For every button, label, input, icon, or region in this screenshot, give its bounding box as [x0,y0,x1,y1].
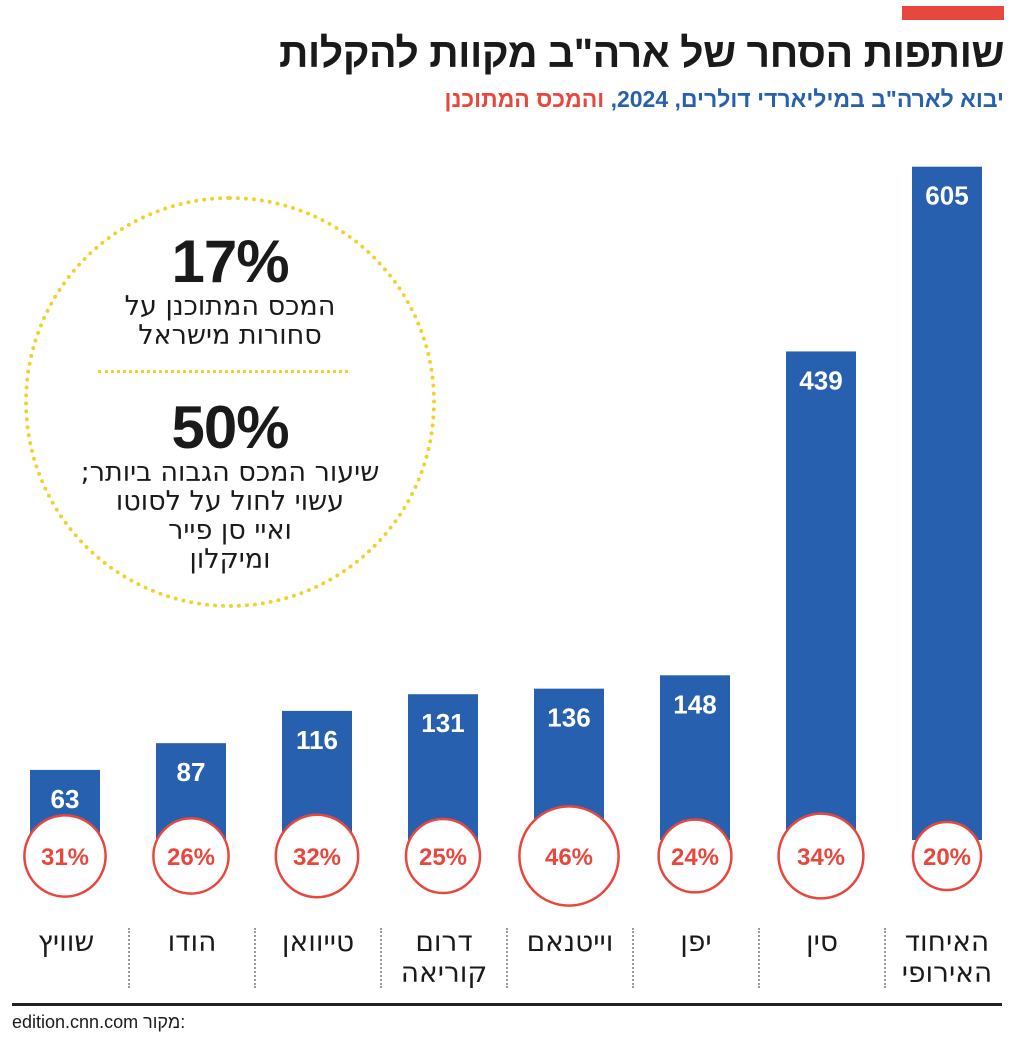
tariff-circle [404,817,482,895]
israel-tariff-label-line1: המכס המתוכנן על [124,291,336,322]
tariff-value-label: 31% [41,844,89,871]
column-separator [506,928,508,988]
bar [660,675,730,840]
bar-value-label: 148 [673,689,716,719]
category-label: שוויץ [37,925,95,958]
category-label: טייוואן [281,925,355,958]
max-tariff-label-line3: ואיי סן פייר [168,515,292,546]
tariff-circle [152,817,230,895]
tariff-circle [518,805,620,907]
column-separator [884,928,886,988]
tariff-value-label: 20% [923,844,971,871]
callout-divider [98,370,348,373]
tariff-value-label: 26% [167,844,215,871]
tariff-circle [777,812,865,900]
bar-value-label: 605 [925,181,968,211]
column-separator [254,928,256,988]
bar [408,694,478,840]
callout-ring [24,196,436,608]
tariff-value-label: 24% [671,844,719,871]
category-label: האיחוד האירופי [901,925,993,989]
chart-title: שותפות הסחר של ארה"ב מקוות להקלות [278,30,1005,76]
tariff-value-label: 46% [545,844,593,871]
column-separator [632,928,634,988]
category-label: יפן [680,925,712,958]
source-url: edition.cnn.com [12,1012,139,1032]
israel-tariff-label-line2: סחורות מישראל [138,320,322,351]
israel-tariff-value: 17% [171,228,289,295]
column-separator [128,928,130,988]
tariff-circle [23,814,107,898]
israel-tariff-callout: 17% המכס המתוכנן על סחורות מישראל [60,228,400,351]
bar-value-label: 131 [421,708,464,738]
tariff-value-label: 25% [419,844,467,871]
tariff-circle [657,818,733,894]
column-separator [380,928,382,988]
source-label: מקור: [143,1012,186,1032]
bottom-rule [12,1003,1002,1006]
tariff-circle [911,820,983,892]
tariff-value-label: 32% [293,844,341,871]
bar [786,351,856,840]
category-label: סין [805,925,839,958]
category-label: דרום קוריאה [400,925,488,989]
bar-value-label: 116 [296,725,338,755]
column-separator [758,928,760,988]
bar-value-label: 136 [547,703,590,733]
category-label: הודו [167,925,217,958]
max-tariff-callout: 50% שיעור המכס הגבוה ביותר; עשוי לחול על… [30,394,430,575]
max-tariff-value: 50% [171,394,289,461]
top-accent-bar [902,6,1004,20]
tariff-value-label: 34% [797,844,845,871]
source-line: edition.cnn.com מקור: [12,1012,185,1033]
bar-value-label: 63 [51,784,80,814]
max-tariff-label-line2: עשוי לחול על לסוטו [115,486,345,517]
bar [912,166,982,840]
bar-value-label: 439 [799,365,842,395]
max-tariff-label-line4: ומיקלון [189,544,271,575]
subtitle-tariff: והמכס המתוכנן [444,86,605,112]
chart-subtitle: יבוא לארה"ב במיליארדי דולרים, 2024, והמכ… [445,86,1004,113]
max-tariff-label-line1: שיעור המכס הגבוה ביותר; [80,457,380,488]
subtitle-imports: יבוא לארה"ב במיליארדי דולרים, 2024, [610,86,1004,112]
bar-value-label: 87 [177,757,206,787]
tariff-circle [274,813,360,899]
category-label: וייטנאם [526,925,614,958]
